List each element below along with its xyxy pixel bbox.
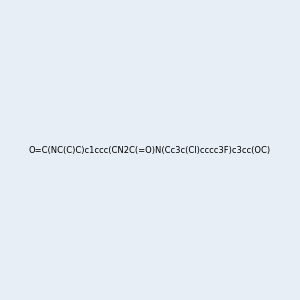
Text: O=C(NC(C)C)c1ccc(CN2C(=O)N(Cc3c(Cl)cccc3F)c3cc(OC): O=C(NC(C)C)c1ccc(CN2C(=O)N(Cc3c(Cl)cccc3… <box>29 146 271 154</box>
